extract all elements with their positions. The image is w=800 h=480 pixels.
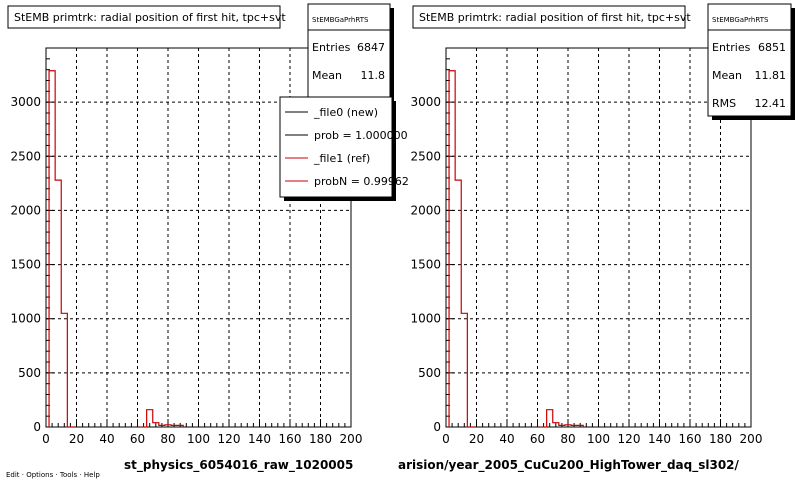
x-tick-label: 100	[187, 432, 210, 446]
x-tick-label: 200	[340, 432, 363, 446]
right-histogram	[448, 70, 584, 428]
x-tick-label: 0	[42, 432, 50, 446]
right-stats-label-entries: Entries	[712, 41, 751, 54]
y-tick-label: 3000	[410, 95, 441, 109]
left-ticks: 0 20 40 60 80 100 120 140 160 180 2000500100015002…	[10, 47, 363, 446]
y-tick-label: 0	[33, 420, 41, 434]
x-tick-label: 160	[279, 432, 302, 446]
y-tick-label: 2000	[10, 203, 41, 217]
left-corner-text: Edit · Options · Tools · Help	[6, 471, 100, 479]
legend-entry-ref: _file1 (ref)	[285, 152, 370, 165]
x-tick-label: 120	[218, 432, 241, 446]
right-ticks: 0 20 40 60 80 100 120 140 160 180 2000500100015002…	[410, 47, 763, 446]
y-tick-label: 500	[18, 366, 41, 380]
legend-box	[279, 96, 393, 198]
x-tick-label: 0	[442, 432, 450, 446]
right-plot-frame	[445, 47, 752, 428]
left-footer-label: st_physics_6054016_raw_1020005	[124, 458, 353, 473]
histogram-line--file1-ref-	[48, 70, 184, 428]
left-stats-value-entries: 6847	[357, 41, 385, 54]
x-tick-label: 40	[499, 432, 514, 446]
left-stats-header: StEMBGaPrhRTS	[312, 16, 369, 24]
left-title-box	[7, 5, 281, 29]
y-tick-label: 2500	[410, 149, 441, 163]
legend-label-probn: probN = 0.99962	[314, 175, 409, 188]
x-tick-label: 20	[469, 432, 484, 446]
legend-label-prob: prob = 1.000000	[314, 129, 408, 142]
left-stats-label-entries: Entries	[312, 41, 351, 54]
x-tick-label: 160	[679, 432, 702, 446]
right-stats-value-mean: 11.81	[755, 69, 787, 82]
y-tick-label: 500	[418, 366, 441, 380]
x-tick-label: 180	[309, 432, 332, 446]
legend-entry-prob: prob = 1.000000	[285, 129, 408, 142]
y-tick-label: 1000	[10, 312, 41, 326]
x-tick-label: 180	[709, 432, 732, 446]
x-tick-label: 80	[160, 432, 175, 446]
right-footer-label: arision/year_2005_CuCu200_HighTower_daq_…	[398, 458, 740, 473]
legend-label-ref: _file1 (ref)	[313, 152, 370, 165]
legend-entry-new: _file0 (new)	[285, 106, 378, 119]
left-histogram	[48, 70, 184, 428]
y-tick-label: 1000	[410, 312, 441, 326]
y-tick-label: 1500	[410, 258, 441, 272]
right-stats-label-mean: Mean	[712, 69, 742, 82]
y-tick-label: 2000	[410, 203, 441, 217]
left-stats-label-mean: Mean	[312, 69, 342, 82]
right-grid	[446, 48, 751, 427]
histogram-line--file1-ref-	[448, 70, 584, 428]
right-stats-header: StEMBGaPrhRTS	[712, 16, 769, 24]
x-tick-label: 100	[587, 432, 610, 446]
right-title-box	[412, 5, 686, 29]
x-tick-label: 60	[530, 432, 545, 446]
x-tick-label: 60	[130, 432, 145, 446]
y-tick-label: 2500	[10, 149, 41, 163]
left-title: StEMB primtrk: radial position of first …	[14, 11, 286, 24]
x-tick-label: 200	[740, 432, 763, 446]
x-tick-label: 140	[648, 432, 671, 446]
x-tick-label: 120	[618, 432, 641, 446]
right-stats-value-entries: 6851	[758, 41, 786, 54]
x-tick-label: 140	[248, 432, 271, 446]
y-tick-label: 1500	[10, 258, 41, 272]
legend-entry-probn: probN = 0.99962	[285, 175, 409, 188]
right-stats-value-rms: 12.41	[755, 97, 787, 110]
right-title: StEMB primtrk: radial position of first …	[419, 11, 691, 24]
legend-label-new: _file0 (new)	[313, 106, 378, 119]
right-stats-label-rms: RMS	[712, 97, 736, 110]
x-tick-label: 80	[560, 432, 575, 446]
left-stats-value-mean: 11.8	[361, 69, 386, 82]
right-pad: StEMB primtrk: radial position of first …	[398, 3, 795, 473]
y-tick-label: 0	[433, 420, 441, 434]
right-stats-box	[707, 3, 792, 117]
left-pad: StEMB primtrk: radial position of first …	[6, 3, 409, 479]
x-tick-label: 20	[69, 432, 84, 446]
x-tick-label: 40	[99, 432, 114, 446]
y-tick-label: 3000	[10, 95, 41, 109]
